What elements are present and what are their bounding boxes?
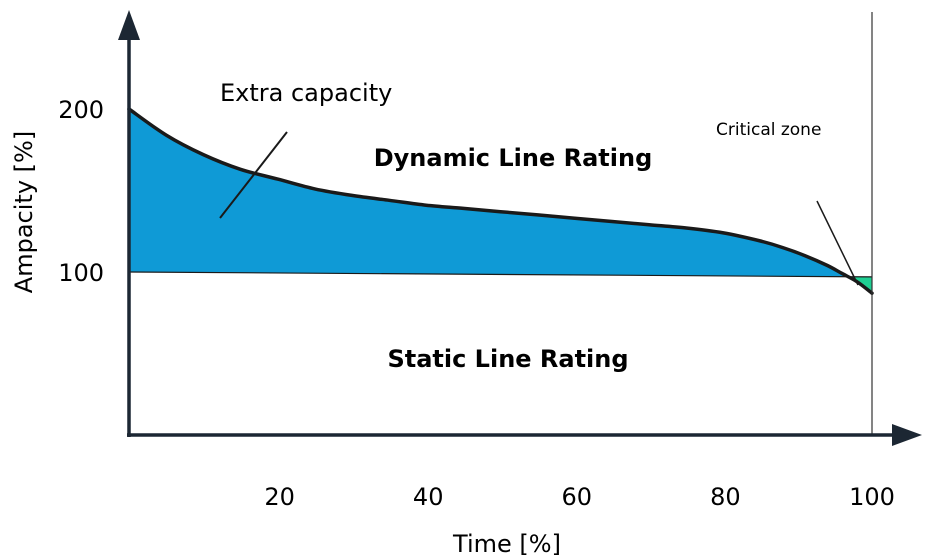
y-tick-labels: 100 200 [58, 96, 104, 287]
x-tick-label: 40 [413, 483, 444, 511]
extra-capacity-pointer [219, 131, 288, 219]
static-line-rating-line [128, 271, 873, 278]
dynamic-line-rating-label: Dynamic Line Rating [374, 144, 653, 172]
y-axis-arrow-icon [118, 10, 140, 40]
x-axis-title: Time [%] [452, 530, 561, 558]
static-line-rating-label: Static Line Rating [387, 345, 628, 373]
critical-zone-annotation: Critical zone [716, 120, 821, 140]
dynamic-line-rating-curve [127, 107, 874, 295]
x-tick-labels: 20 40 60 80 100 [264, 483, 895, 511]
y-tick-label: 200 [58, 96, 104, 124]
x-tick-label: 60 [562, 483, 593, 511]
x-tick-label: 20 [264, 483, 295, 511]
extra-capacity-annotation: Extra capacity [220, 79, 392, 107]
y-axis-title: Ampacity [%] [10, 131, 38, 293]
x-tick-label: 100 [849, 483, 895, 511]
y-tick-label: 100 [58, 259, 104, 287]
x-tick-label: 80 [710, 483, 741, 511]
critical-zone-area [846, 276, 872, 294]
x-axis-arrow-icon [892, 424, 922, 446]
critical-zone-pointer [816, 200, 859, 286]
extra-capacity-area [129, 109, 846, 277]
